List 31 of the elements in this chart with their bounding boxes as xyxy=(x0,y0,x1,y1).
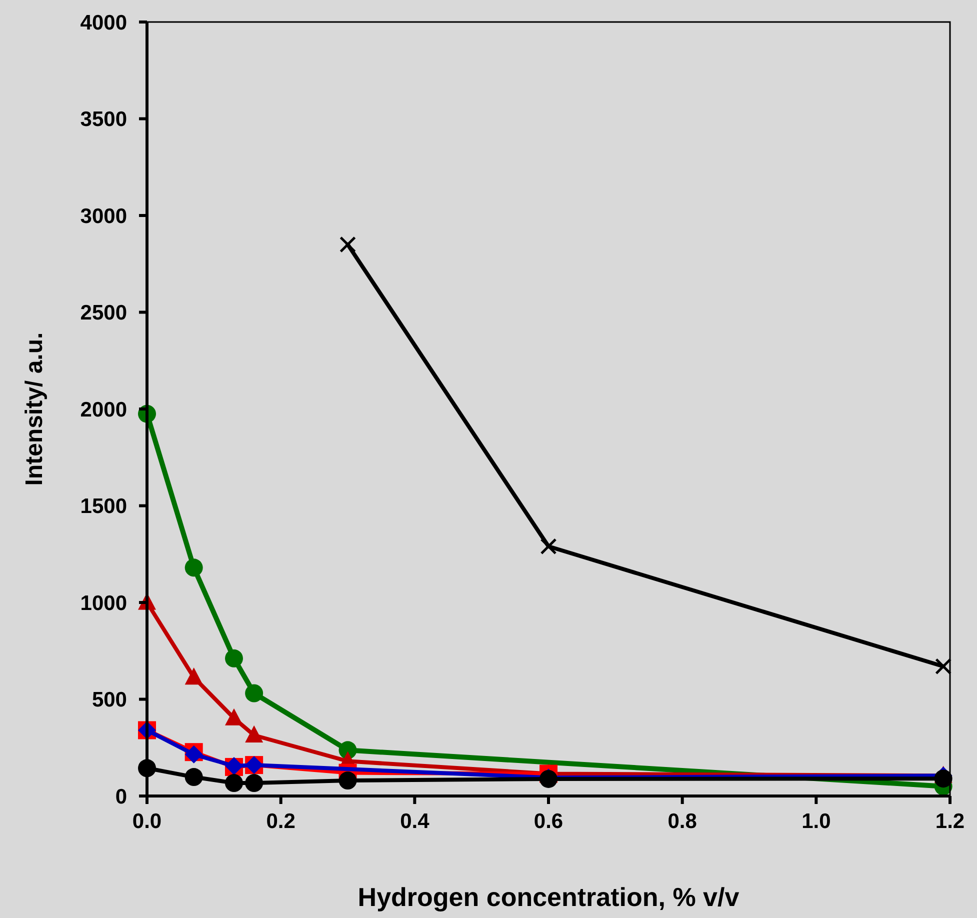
x-tick-label: 0.8 xyxy=(668,810,698,833)
point xyxy=(184,667,203,685)
x-tick-label: 1.0 xyxy=(802,810,831,833)
y-tick-label: 3500 xyxy=(80,108,127,132)
point xyxy=(935,658,952,675)
y-tick-label: 2500 xyxy=(80,302,127,325)
x-tick-label: 0.0 xyxy=(132,810,162,833)
point xyxy=(340,236,356,253)
point xyxy=(245,774,264,792)
x-tick-label: 0.4 xyxy=(400,810,430,833)
y-axis-title: Intensity/ a.u. xyxy=(21,332,48,486)
y-tick-label: 1000 xyxy=(80,592,127,615)
y-tick-label: 0 xyxy=(115,785,127,808)
x-tick-label: 1.2 xyxy=(935,810,965,833)
x-tick-label: 0.6 xyxy=(534,810,564,833)
point xyxy=(224,708,243,726)
y-tick-label: 500 xyxy=(92,688,127,712)
y-tick-label: 2000 xyxy=(80,398,127,422)
point xyxy=(224,649,243,668)
point xyxy=(338,772,357,790)
y-tick-label: 4000 xyxy=(80,11,127,34)
point xyxy=(245,684,264,702)
point xyxy=(184,558,203,577)
point xyxy=(540,538,557,555)
x-tick-label: 0.2 xyxy=(266,810,296,833)
y-tick-label: 3000 xyxy=(80,204,127,228)
point xyxy=(224,774,243,792)
y-tick-label: 1500 xyxy=(80,495,127,518)
point xyxy=(245,725,264,742)
x-axis-title: Hydrogen concentration, % v/v xyxy=(358,882,740,912)
point xyxy=(184,768,203,786)
